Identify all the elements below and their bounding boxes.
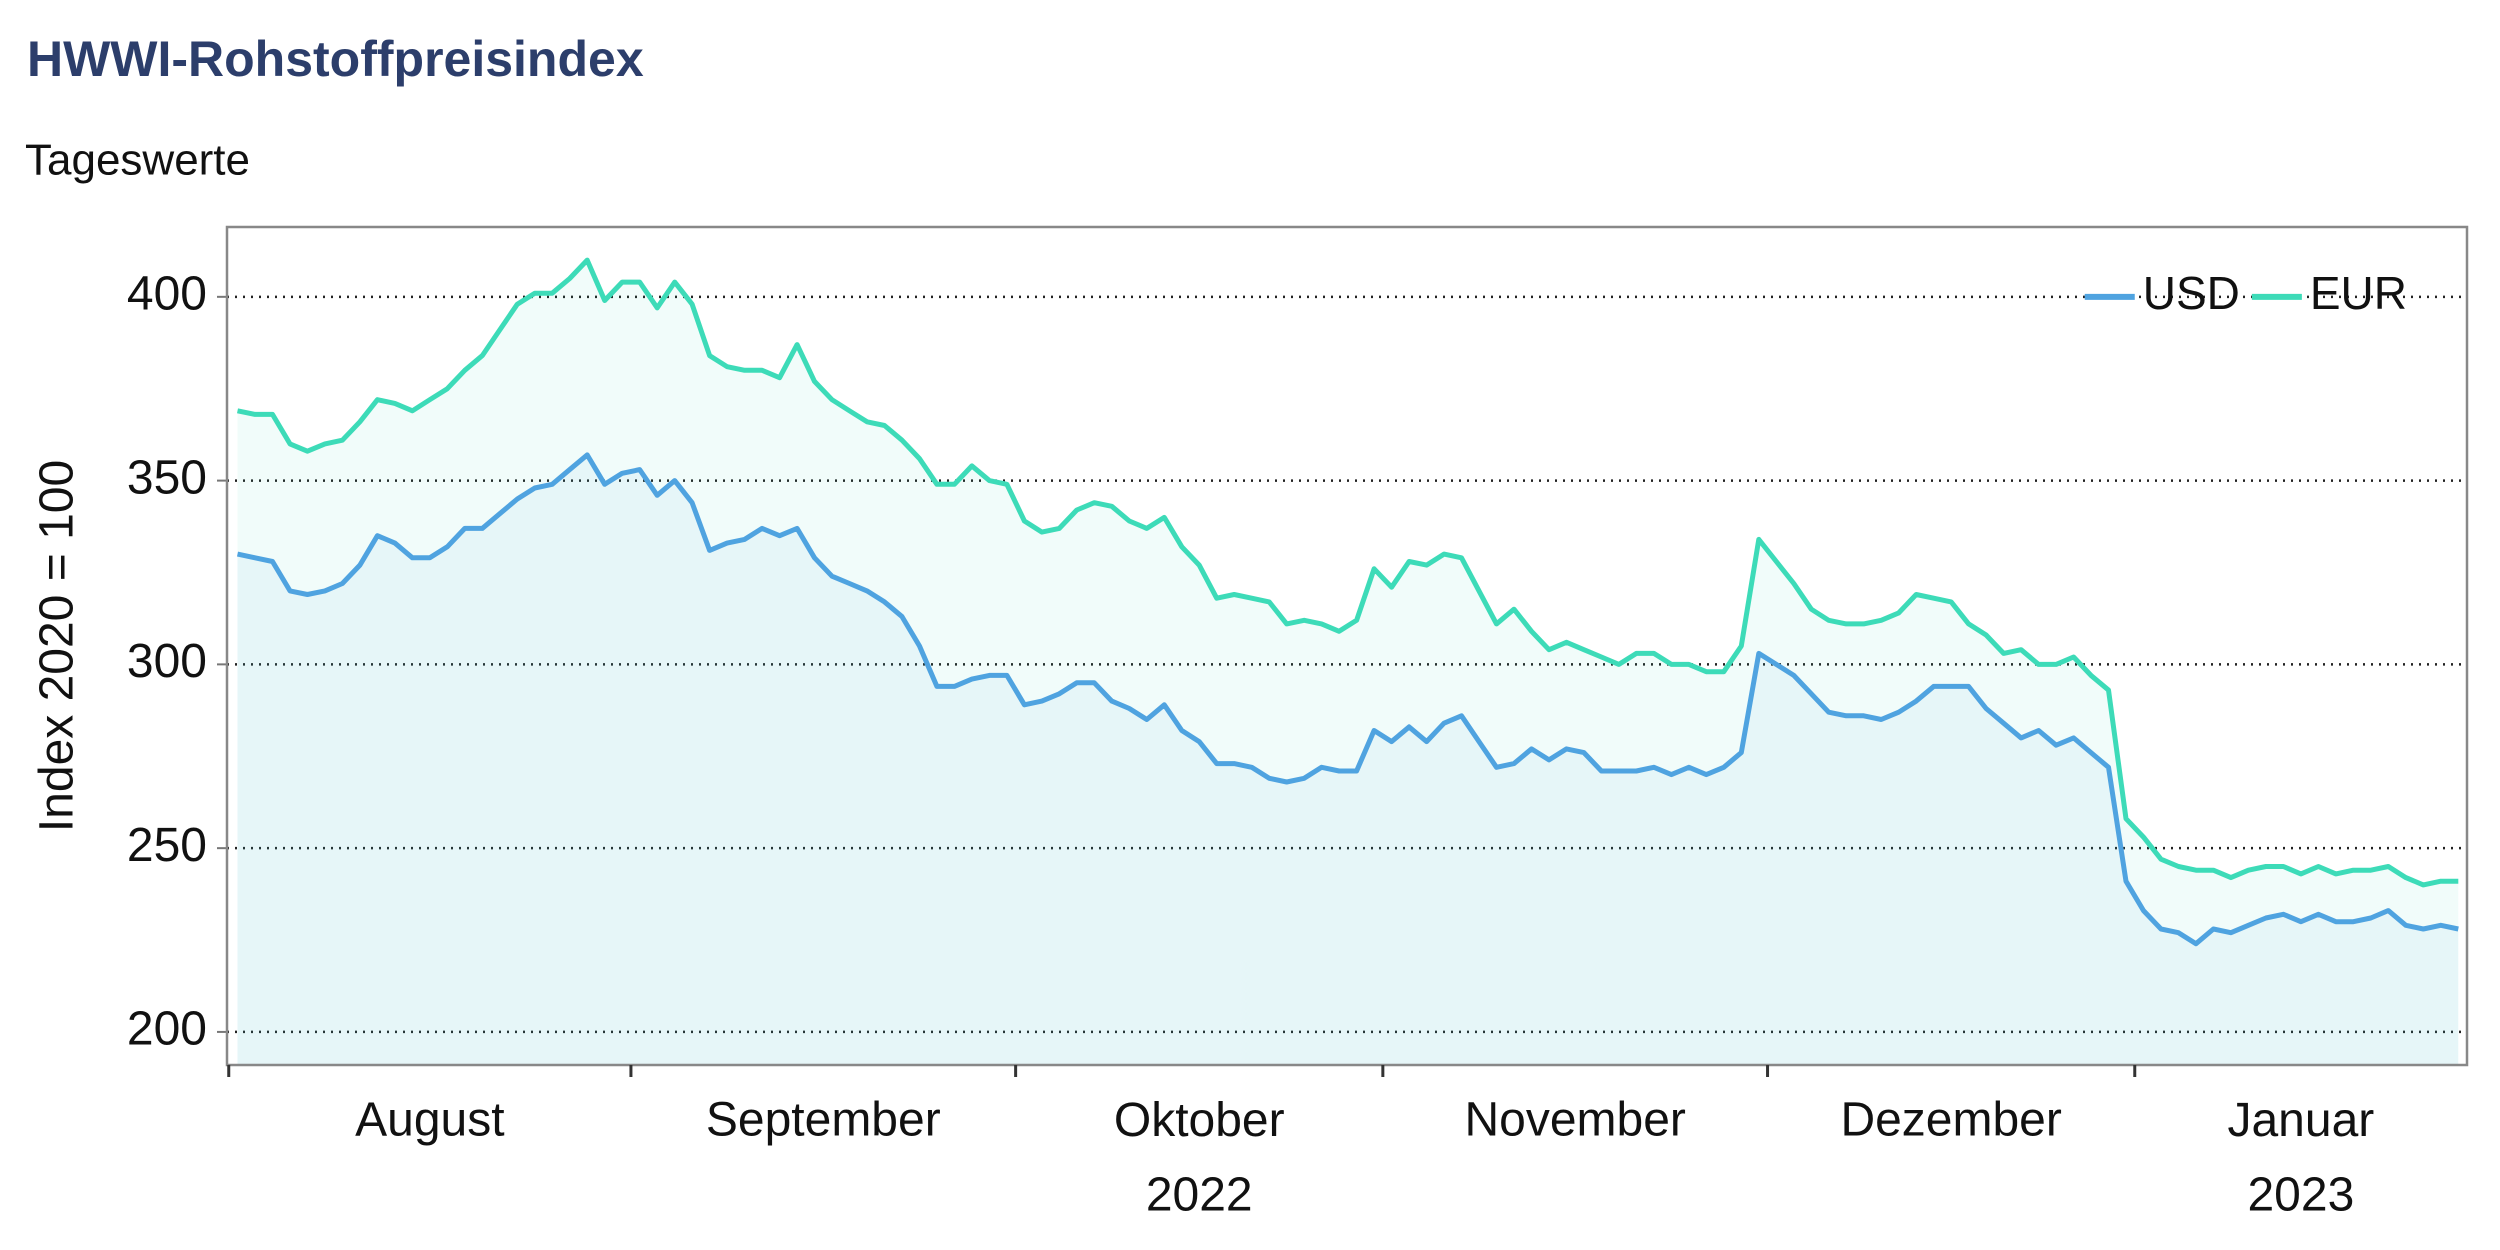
- y-axis-label: Index 2020 = 100: [31, 460, 84, 832]
- series-line: [236, 257, 2459, 888]
- legend-label: USD: [2143, 267, 2240, 319]
- y-tick-label: 300: [127, 635, 207, 688]
- plot-frame: [225, 225, 2469, 1067]
- x-tick-label: August: [355, 1094, 504, 1147]
- x-tick-label: November: [1464, 1094, 1685, 1147]
- y-tick-label: 400: [127, 268, 207, 321]
- x-tick-label: Dezember: [1840, 1094, 2061, 1147]
- y-tick-label: 250: [127, 819, 207, 872]
- x-tick-label: Januar 2023: [2227, 1094, 2374, 1221]
- area: [237, 454, 2459, 1065]
- chart-subtitle: Tageswerte: [25, 136, 250, 185]
- x-tick-label: Oktober 2022: [1114, 1094, 1285, 1221]
- chart-title: HWWI-Rohstoffpreisindex: [27, 31, 644, 87]
- x-tick-label: September: [706, 1094, 941, 1147]
- legend-label: EUR: [2310, 267, 2407, 319]
- area: [237, 260, 2459, 1066]
- y-tick-label: 200: [127, 1003, 207, 1056]
- y-tick-label: 350: [127, 451, 207, 504]
- series-line: [236, 452, 2459, 947]
